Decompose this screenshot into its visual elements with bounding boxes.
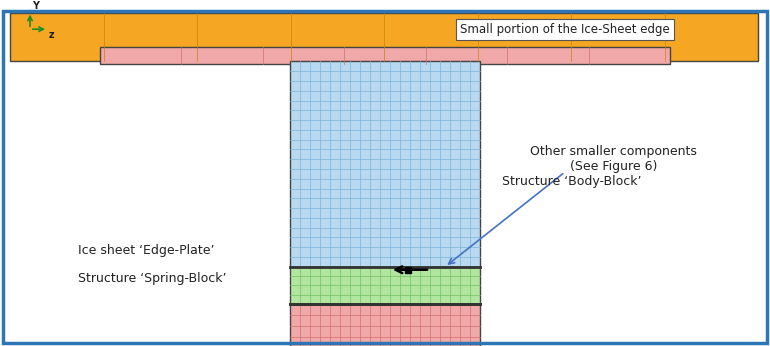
Text: Structure ‘Base-Block’: Structure ‘Base-Block’ xyxy=(500,26,639,39)
Text: Ice sheet ‘Edge-Plate’: Ice sheet ‘Edge-Plate’ xyxy=(78,244,215,257)
Text: Other smaller components
(See Figure 6): Other smaller components (See Figure 6) xyxy=(530,145,697,173)
Bar xyxy=(290,62,480,267)
Text: Structure ‘Spring-Block’: Structure ‘Spring-Block’ xyxy=(78,272,226,285)
Bar xyxy=(290,267,480,304)
Text: Structure ‘Body-Block’: Structure ‘Body-Block’ xyxy=(502,175,641,188)
Bar xyxy=(100,47,670,64)
Text: Small portion of the Ice-Sheet edge: Small portion of the Ice-Sheet edge xyxy=(460,23,670,36)
Bar xyxy=(290,304,480,346)
Text: Y: Y xyxy=(32,1,39,11)
Text: z: z xyxy=(49,30,55,40)
Bar xyxy=(10,12,758,62)
